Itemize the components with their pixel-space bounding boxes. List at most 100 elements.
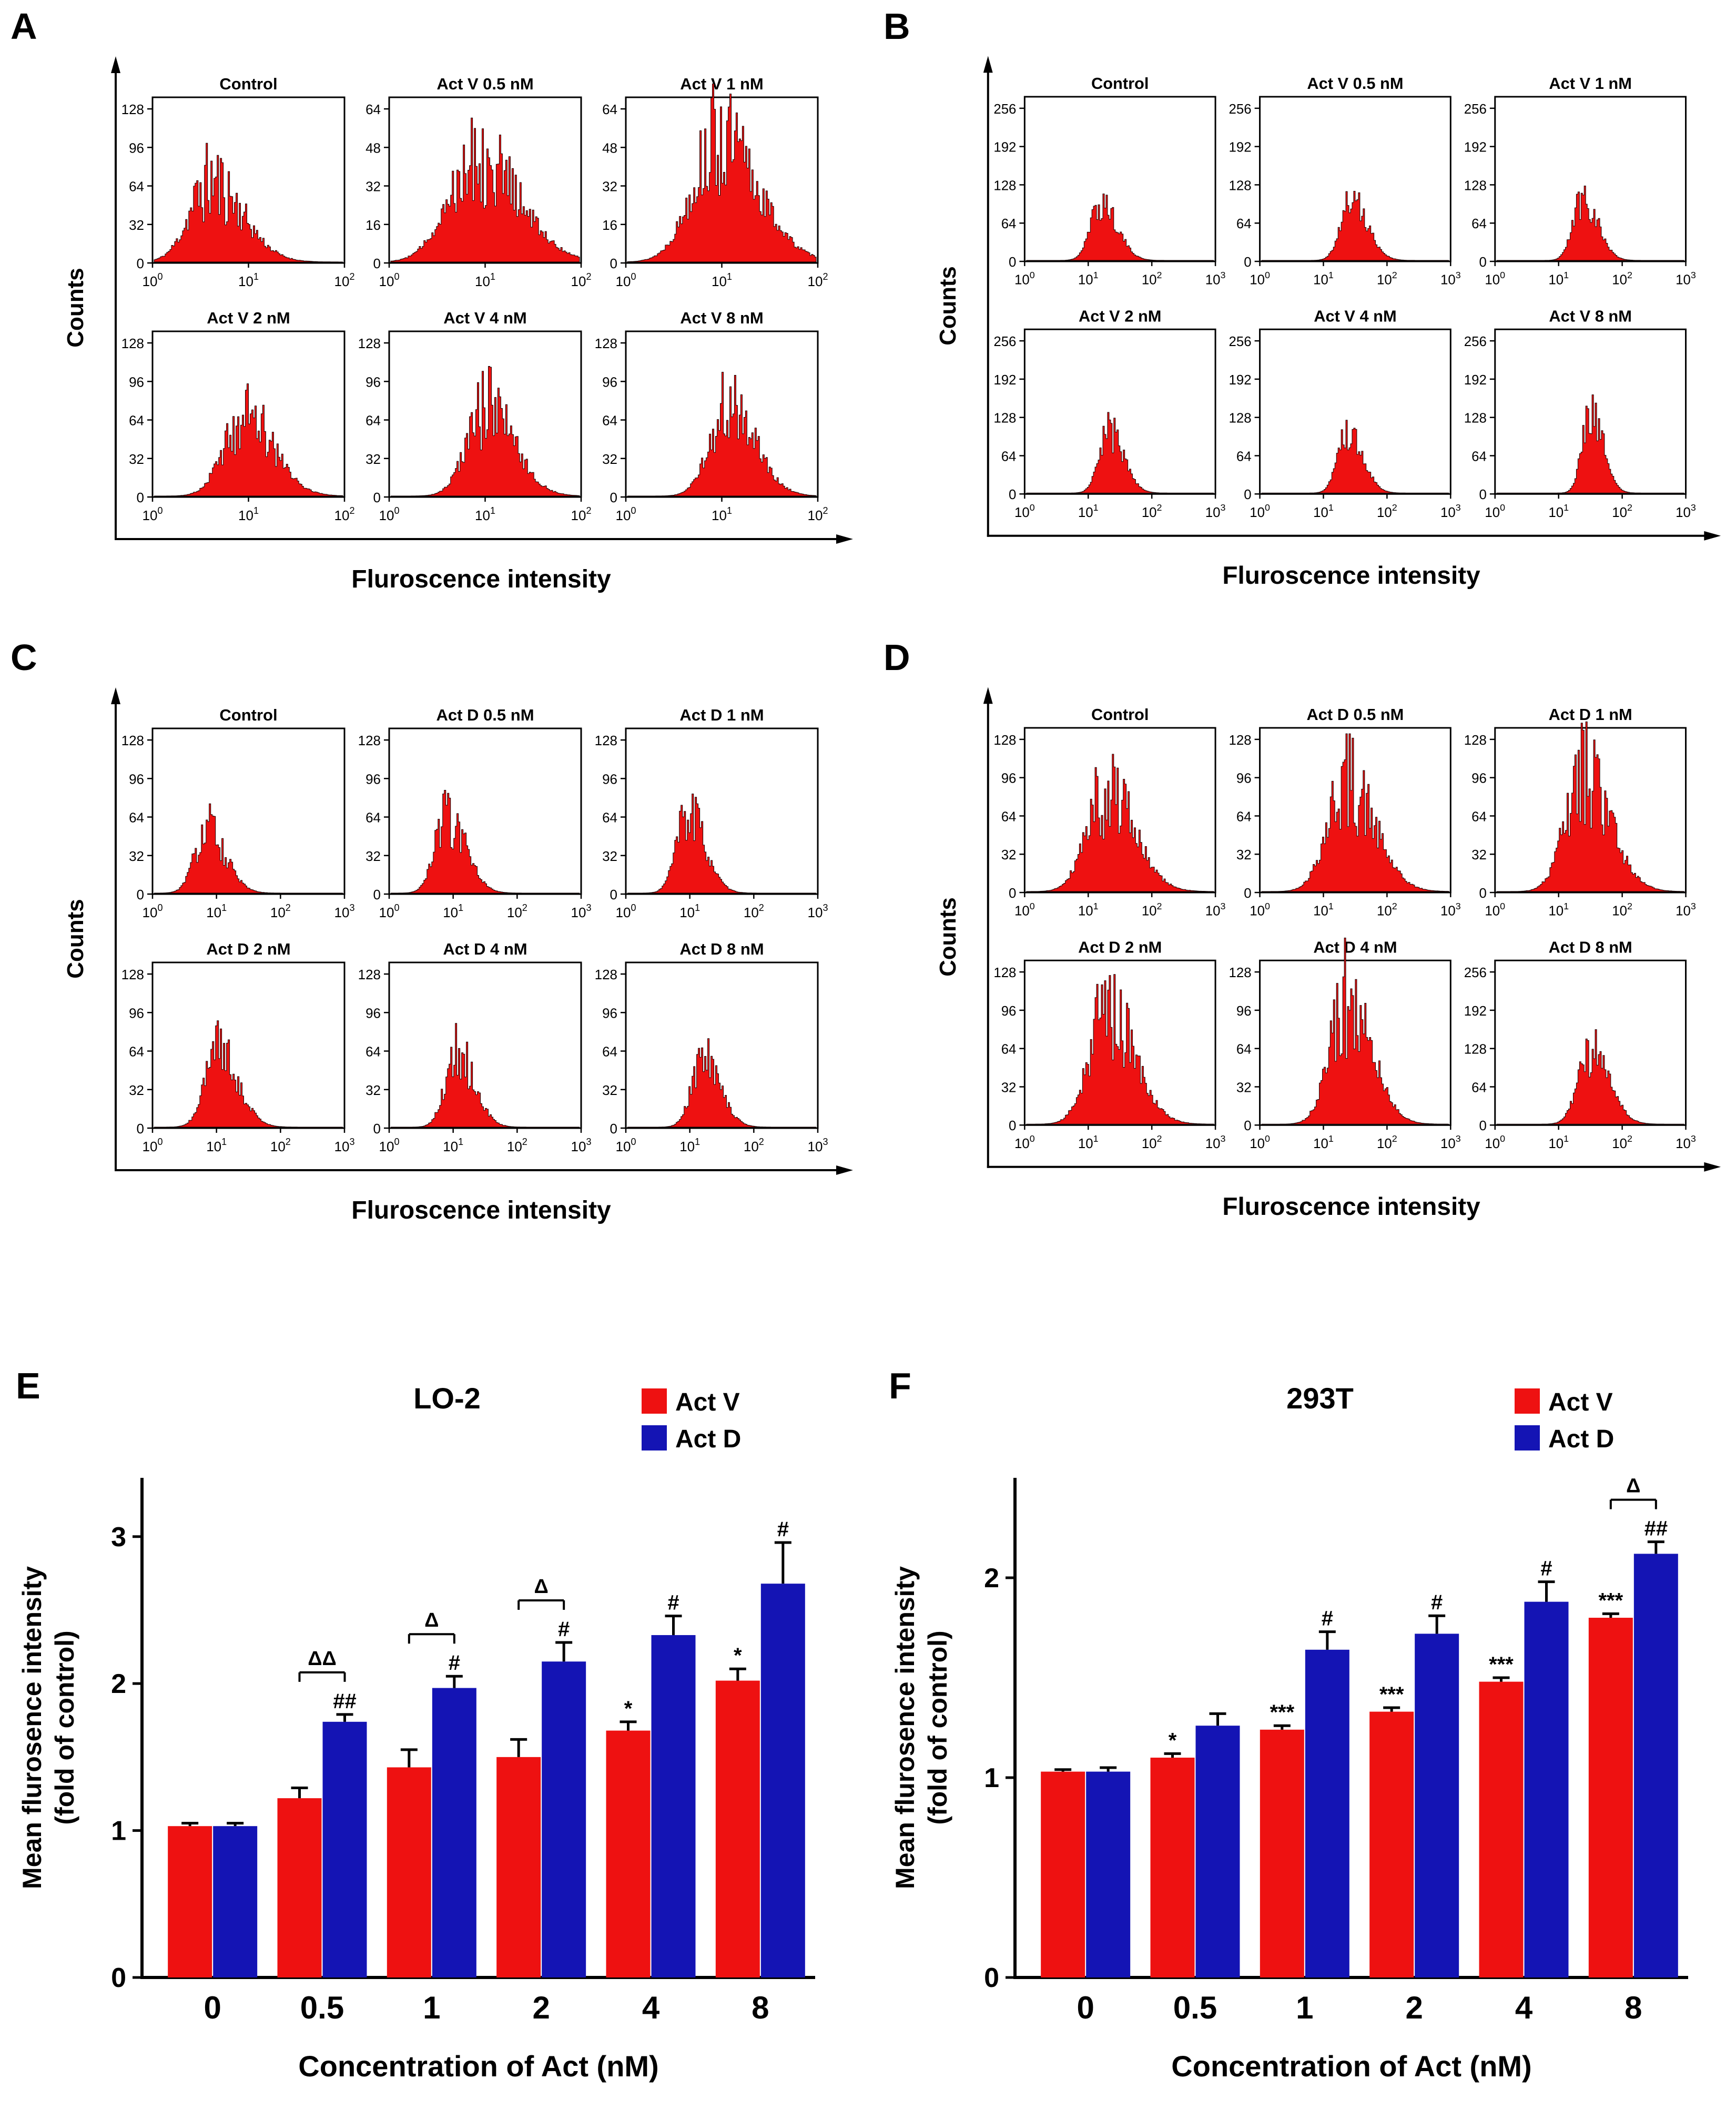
y-tick-label: 0	[137, 887, 144, 902]
plot-title: Act V 0.5 nM	[1307, 74, 1403, 93]
x-tick-label: 103	[1440, 901, 1461, 919]
plot-title: Act V 0.5 nM	[436, 75, 533, 93]
y-tick-label: 256	[1464, 966, 1487, 980]
bracket-label: ΔΔ	[308, 1648, 337, 1670]
y-tick-label: 192	[993, 373, 1016, 388]
chart-title: LO-2	[413, 1382, 481, 1415]
x-tick-label: 102	[1377, 901, 1397, 919]
plot-frame	[151, 727, 346, 895]
y-tick-label: 0	[1479, 886, 1487, 901]
y-axis-arrowhead	[983, 687, 993, 704]
y-tick-label: 96	[366, 1005, 381, 1021]
bar	[1305, 1649, 1349, 1977]
y-tick-label: 32	[129, 1082, 144, 1098]
significance-label: ##	[333, 1690, 357, 1713]
y-axis-label: (fold of control)	[50, 1630, 79, 1824]
y-tick-label: 128	[1464, 178, 1487, 193]
x-tick-label: 102	[1377, 270, 1397, 288]
panel-D: D Counts Fluroscence intensity Control 0 32 6…	[884, 639, 1730, 1267]
y-tick-label: 256	[1464, 334, 1487, 349]
x-axis-label: Concentration of Act (nM)	[298, 2050, 658, 2083]
y-tick-label: 1	[984, 1763, 999, 1793]
x-tick-label: 101	[1548, 270, 1569, 288]
plot-frame	[388, 961, 582, 1129]
histogram-shape	[1026, 412, 1214, 493]
y-tick-label: 64	[1471, 449, 1487, 464]
significance-label: #	[1431, 1591, 1443, 1614]
bar	[1041, 1771, 1085, 1977]
x-tick-label: 100	[1250, 270, 1270, 288]
y-tick-label: 32	[602, 179, 617, 195]
y-tick-label: 128	[1464, 1042, 1487, 1057]
x-tick-label: 102	[1142, 1133, 1162, 1151]
bar	[1086, 1771, 1131, 1977]
y-tick-label: 96	[366, 771, 381, 787]
x-tick-label: 103	[1205, 502, 1226, 520]
significance-label: ***	[1270, 1701, 1294, 1724]
y-tick-label: 0	[373, 256, 381, 271]
x-tick-label: 100	[1485, 270, 1505, 288]
x-tick-label: 101	[1313, 502, 1334, 520]
x-tick-label: 103	[1676, 270, 1696, 288]
y-tick-label: 64	[366, 413, 381, 429]
y-tick-label: 128	[1229, 966, 1252, 980]
y-tick-label: 64	[602, 413, 617, 429]
counts-axis-label: Counts	[63, 899, 88, 979]
panel-F: F 293T Act V Act D 0 1 2 Mean flurosence inten…	[889, 1367, 1720, 2104]
x-tick-label: 101	[1313, 1133, 1334, 1151]
y-axis-label: Mean flurosence intensity	[17, 1566, 47, 1889]
bar	[1479, 1681, 1524, 1977]
y-axis-label: Mean flurosence intensity	[890, 1566, 920, 1889]
x-tick-label: 103	[1676, 1133, 1696, 1151]
x-tick-label: 100	[1014, 502, 1035, 520]
significance-label: ***	[1489, 1653, 1514, 1676]
significance-label: *	[1169, 1729, 1177, 1752]
significance-label: #	[667, 1591, 679, 1615]
plot-frame	[625, 961, 819, 1129]
y-tick-label: 64	[1001, 809, 1017, 824]
y-tick-label: 192	[993, 140, 1016, 155]
y-tick-label: 128	[1229, 733, 1252, 748]
x-tick-label: 100	[1014, 1133, 1035, 1151]
counts-axis-label: Counts	[935, 897, 961, 977]
y-tick-label: 32	[1236, 1080, 1252, 1095]
x-tick-label: 100	[616, 505, 636, 523]
significance-label: #	[1322, 1607, 1333, 1630]
bar	[432, 1688, 476, 1977]
bar	[213, 1826, 258, 1977]
plot-frame	[1259, 96, 1451, 262]
bar	[496, 1757, 541, 1977]
panel-A-flow-chart: Counts Fluroscence intensity Control 0 32 64 9…	[63, 56, 853, 593]
x-tick-label: 100	[1485, 901, 1505, 919]
x-tick-label: 100	[379, 1137, 400, 1154]
plot-title: Act D 4 nM	[443, 940, 527, 958]
y-axis-arrowhead	[111, 687, 120, 704]
x-tick-label: 102	[1612, 1133, 1632, 1151]
plot-title: Act V 1 nM	[1549, 74, 1631, 93]
plot-title: Act D 0.5 nM	[436, 706, 534, 724]
y-tick-label: 0	[137, 490, 144, 505]
x-axis-label: Concentration of Act (nM)	[1171, 2050, 1531, 2083]
x-tick-label: 103	[334, 902, 355, 920]
y-tick-label: 0	[1244, 255, 1251, 270]
bar	[1150, 1758, 1195, 1977]
x-tick-label: 101	[1313, 901, 1334, 919]
panel-B-flow-chart: Counts Fluroscence intensity Control 0 64 128…	[935, 56, 1721, 590]
y-tick-label: 16	[366, 217, 381, 233]
x-tick-label: 102	[744, 1137, 764, 1154]
plot-title: Act V 8 nM	[680, 309, 763, 327]
y-tick-label: 64	[1471, 809, 1487, 824]
x-tick-label: 101	[475, 505, 495, 523]
legend-swatch	[642, 1388, 667, 1414]
x-tick-label: 101	[206, 902, 227, 920]
x-tick-label: 101	[443, 1137, 463, 1154]
y-tick-label: 128	[358, 733, 381, 748]
panel-F-bar-chart: 293T Act V Act D 0 1 2 Mean flurosence intensi…	[890, 1382, 1688, 2083]
y-tick-label: 0	[984, 1963, 999, 1993]
x-tick-label: 100	[616, 271, 636, 289]
y-tick-label: 192	[1464, 1004, 1487, 1019]
x-tick-label: 100	[1014, 901, 1035, 919]
x-tick-label: 101	[1548, 1133, 1569, 1151]
plot-frame	[1259, 328, 1451, 495]
bar	[1195, 1726, 1240, 1977]
